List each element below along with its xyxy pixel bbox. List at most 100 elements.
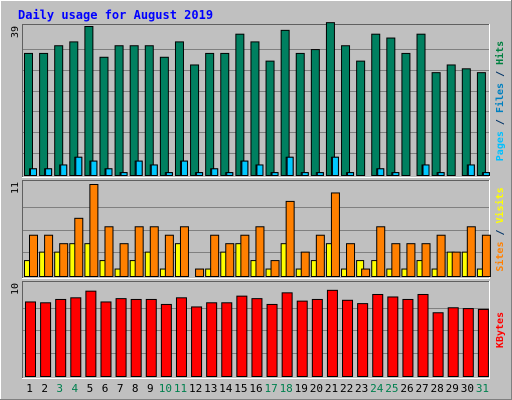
x-tick-label: 27 — [415, 382, 428, 395]
pages-bar — [256, 164, 264, 176]
hits-bar — [325, 22, 335, 177]
pages-bar — [211, 168, 219, 177]
x-tick-label: 8 — [132, 382, 139, 395]
pages-bar — [60, 164, 68, 176]
hits-bar — [476, 72, 486, 176]
kbytes-bar — [115, 298, 127, 378]
axis-label-part: Visits — [494, 187, 506, 223]
axis-label-part: / — [495, 113, 506, 131]
axis-label-part: Files — [494, 83, 506, 113]
axis-label-part: / — [495, 223, 506, 241]
sites-bar — [436, 234, 446, 278]
x-tick-label: 22 — [340, 382, 353, 395]
middle-panel-max-tick: 11 — [10, 182, 21, 194]
hits-bar — [250, 41, 260, 177]
sites-bar — [240, 234, 250, 278]
x-tick-label: 15 — [234, 382, 247, 395]
kbytes-bar — [326, 289, 338, 378]
x-tick-label: 10 — [159, 382, 172, 395]
axis-label-part: Sites — [494, 242, 506, 272]
kbytes-bar — [402, 298, 414, 377]
x-tick-label: 30 — [461, 382, 474, 395]
pages-bar — [150, 164, 158, 176]
pages-bar — [165, 172, 173, 176]
kbytes-panel — [22, 281, 490, 379]
hits-bar — [356, 60, 366, 176]
hits-bar — [84, 26, 94, 176]
x-tick-label: 3 — [56, 382, 63, 395]
axis-label-part: Hits — [494, 41, 506, 65]
x-tick-label: 23 — [355, 382, 368, 395]
hits-bar — [114, 45, 124, 176]
kbytes-bar — [100, 301, 112, 377]
kbytes-bar — [432, 312, 444, 377]
x-tick-label: 25 — [385, 382, 398, 395]
pages-bar — [196, 172, 204, 176]
pages-bar — [467, 164, 475, 176]
hits-bar — [386, 37, 396, 176]
sites-bar — [361, 268, 371, 277]
sites-bar — [179, 226, 189, 277]
hits-bar — [446, 64, 456, 176]
hits-bar — [235, 33, 245, 176]
kbytes-bar — [130, 298, 142, 377]
hits-bar — [205, 52, 215, 176]
pages-files-hits-label: Pages / Files / Hits — [494, 41, 506, 161]
kbytes-bar — [357, 303, 369, 378]
kbytes-bar — [160, 303, 172, 377]
sites-bar — [270, 260, 280, 278]
sites-visits-panel — [22, 180, 491, 279]
hits-bar — [295, 52, 305, 176]
hits-bar — [341, 45, 351, 176]
kbytes-bar — [221, 302, 233, 377]
kbytes-bar — [191, 306, 203, 377]
hits-bar — [190, 64, 200, 176]
sites-bar — [346, 243, 356, 278]
x-tick-label: 21 — [325, 382, 338, 395]
sites-bar — [285, 200, 295, 277]
sites-bar — [104, 226, 114, 277]
x-tick-label: 26 — [400, 382, 413, 395]
kbytes-bar — [55, 298, 67, 377]
sites-bar — [315, 234, 325, 278]
x-tick-label: 24 — [370, 382, 384, 395]
hits-files-pages-panel — [22, 22, 490, 178]
pages-bar — [301, 172, 309, 176]
axis-label-part: KBytes — [495, 312, 506, 348]
pages-bar — [120, 172, 128, 176]
pages-bar — [377, 168, 385, 177]
kbytes-bar — [462, 308, 474, 377]
hits-bar — [129, 45, 139, 176]
kbytes-bar — [296, 300, 308, 378]
kbytes-bar — [417, 293, 429, 378]
pages-bar — [30, 168, 37, 177]
kbytes-bar — [236, 295, 248, 377]
kbytes-bar — [251, 298, 263, 378]
sites-bar — [210, 234, 220, 278]
x-tick-label: 4 — [72, 382, 79, 395]
sites-bar — [119, 243, 129, 278]
pages-bar — [392, 172, 400, 176]
sites-bar — [481, 234, 491, 278]
sites-bar — [44, 234, 54, 278]
sites-bar — [74, 217, 84, 277]
hits-bar — [174, 41, 184, 177]
pages-bar — [226, 172, 234, 176]
pages-bar — [422, 164, 430, 176]
sites-bar — [376, 226, 386, 277]
pages-bar — [482, 172, 490, 176]
x-tick-label: 2 — [41, 382, 48, 395]
axis-label-part: / — [495, 65, 506, 83]
pages-bar — [271, 172, 279, 176]
pages-bar — [105, 168, 113, 177]
sites-bar — [29, 234, 38, 278]
x-tick-label: 7 — [117, 382, 124, 395]
x-tick-label: 11 — [174, 382, 187, 395]
hits-bar — [265, 60, 275, 176]
x-tick-label: 14 — [219, 382, 233, 395]
hits-bar — [24, 52, 33, 176]
hits-bar — [39, 52, 49, 176]
kbytes-label: KBytes — [495, 312, 506, 348]
sites-bar — [59, 243, 69, 278]
